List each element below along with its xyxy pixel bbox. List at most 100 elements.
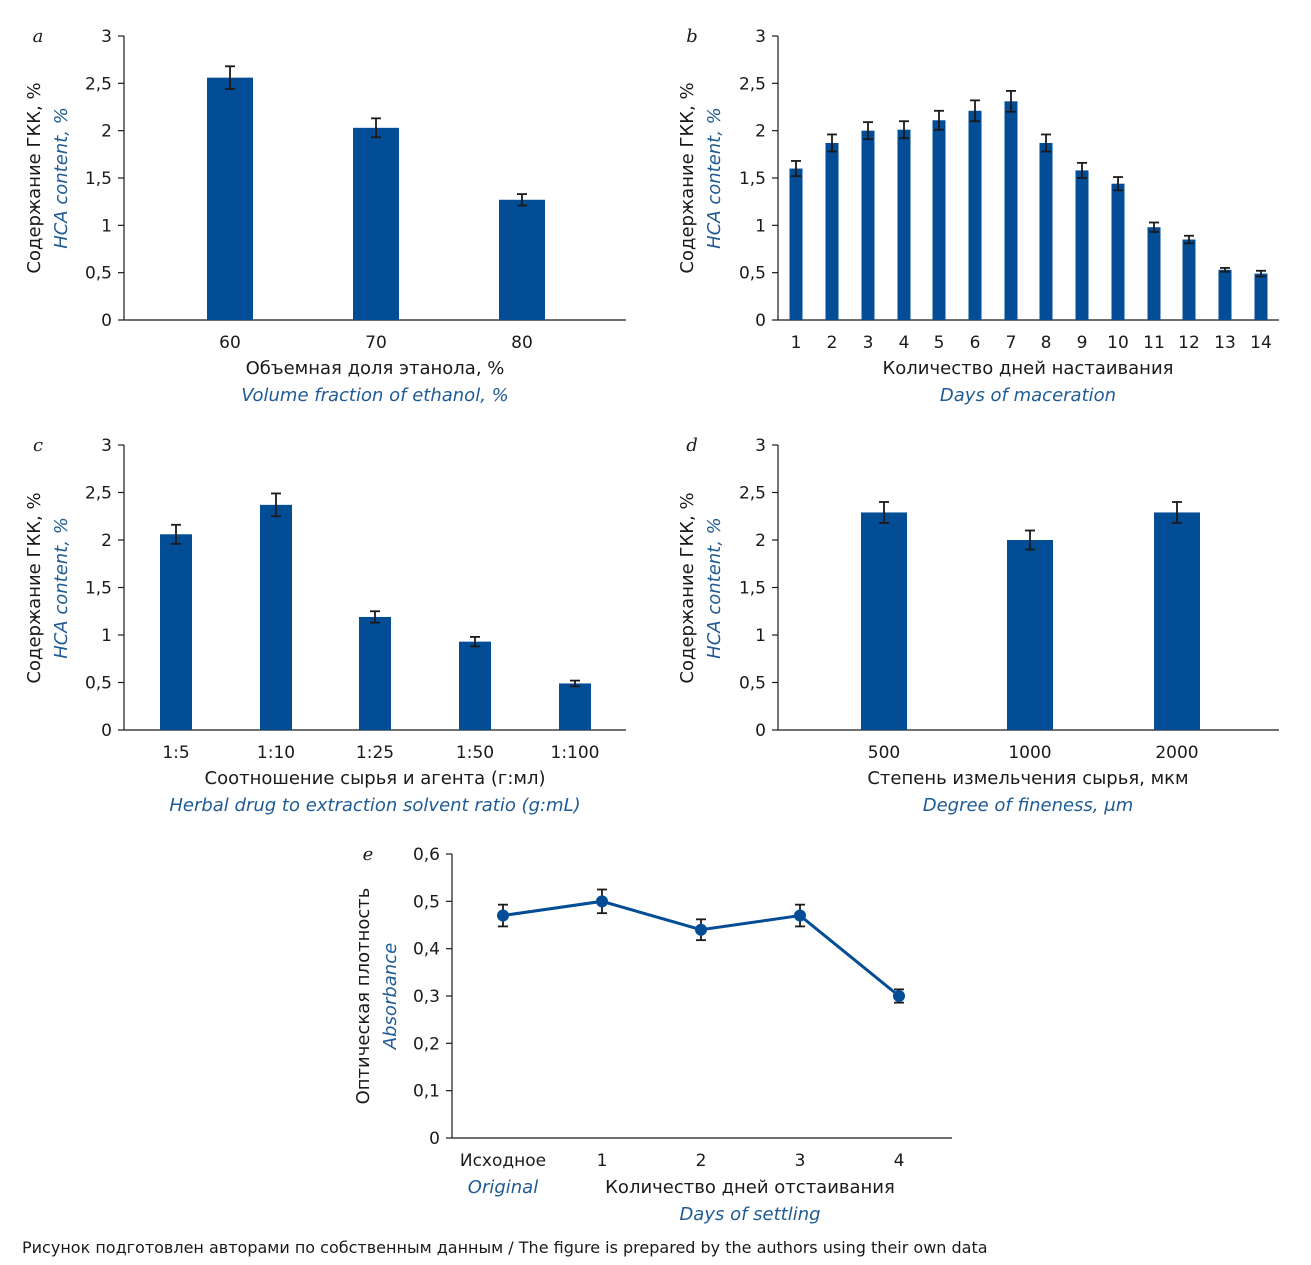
bar [260, 504, 292, 730]
y-tick-label: 1,5 [739, 579, 766, 599]
bar [1254, 273, 1268, 320]
bar [897, 129, 911, 320]
y-tick-label: 0,2 [413, 1034, 440, 1054]
y-tick-label: 1,5 [739, 169, 766, 189]
bar [359, 616, 391, 730]
chart-panel-c: c 0 0,5 1 1,5 2 2,5 3 1:5 1:10 1:25 1:50 1:100Соотно… [24, 435, 626, 816]
x-tick-label: 12 [1178, 333, 1200, 353]
y-tick-label: 2 [101, 122, 112, 142]
bar [1218, 269, 1232, 320]
x-tick-label: 2 [696, 1151, 707, 1171]
y-tick-label: 0,1 [413, 1082, 440, 1102]
y-tick-label: 1,5 [85, 169, 112, 189]
y-tick-label: 0,5 [739, 674, 766, 694]
data-point [893, 990, 905, 1002]
x-axis-title-en: Herbal drug to extraction solvent ratio … [169, 795, 580, 816]
x-tick-label: 1:50 [456, 743, 494, 763]
y-tick-label: 0 [101, 721, 112, 741]
y-axis-title-en: HCA content, % [704, 107, 725, 249]
bar [968, 110, 982, 320]
y-tick-label: 1 [755, 626, 766, 646]
bar [789, 168, 803, 320]
x-tick-label: 2 [827, 333, 838, 353]
x-axis-title-en: Days of settling [679, 1204, 820, 1225]
x-tick-label: Исходное [460, 1151, 546, 1171]
y-tick-label: 3 [101, 27, 112, 47]
y-axis-title-en: HCA content, % [704, 517, 725, 659]
x-tick-label: 9 [1077, 333, 1088, 353]
data-point [695, 923, 707, 936]
x-tick-label-en: Original [468, 1177, 538, 1198]
x-tick-label: 2000 [1155, 743, 1198, 763]
panel-letter: e [363, 844, 374, 865]
y-tick-label: 0,4 [413, 940, 440, 960]
x-tick-label: 8 [1041, 333, 1052, 353]
y-axis-title: Содержание ГКК, % [677, 492, 698, 683]
panel-letter: b [686, 26, 698, 47]
bar [1182, 239, 1196, 320]
x-tick-label: 70 [365, 333, 387, 353]
y-tick-label: 0 [755, 311, 766, 331]
series-line [502, 899, 900, 998]
bar [1154, 512, 1200, 730]
x-axis-title-en: Days of maceration [940, 385, 1116, 406]
y-tick-label: 1 [101, 626, 112, 646]
bar [1007, 540, 1053, 730]
figure-footnote: Рисунок подготовлен авторами по собствен… [22, 1238, 988, 1257]
x-axis-title: Объемная доля этанола, % [246, 358, 505, 379]
y-tick-label: 2,5 [85, 484, 112, 504]
x-tick-label: 14 [1250, 333, 1272, 353]
y-tick-label: 2 [101, 531, 112, 551]
x-tick-label: 4 [899, 333, 910, 353]
y-axis-title: Содержание ГКК, % [24, 492, 45, 683]
y-tick-label: 0 [755, 721, 766, 741]
x-tick-label: 1 [791, 333, 802, 353]
y-tick-label: 0 [429, 1129, 440, 1149]
chart-panel-e: e 0 0,1 0,2 0,3 0,4 0,5 0,6 Исходное 1 2 3 4 Original… [353, 844, 952, 1225]
x-tick-label: 13 [1214, 333, 1236, 353]
y-tick-label: 3 [101, 436, 112, 456]
y-tick-label: 2,5 [739, 484, 766, 504]
y-tick-label: 1 [755, 216, 766, 236]
y-axis-title-en: HCA content, % [51, 517, 72, 659]
panel-letter: c [33, 435, 43, 456]
y-axis-title: Оптическая плотность [353, 888, 374, 1105]
bar [353, 127, 399, 321]
x-axis-title: Количество дней отстаивания [605, 1177, 895, 1198]
x-tick-label: 500 [868, 743, 900, 763]
bar [825, 142, 839, 320]
x-axis-title-en: Degree of fineness, μm [923, 795, 1133, 816]
y-tick-label: 0,5 [413, 892, 440, 912]
x-tick-label: 4 [894, 1151, 905, 1171]
x-tick-label: 1:25 [356, 743, 394, 763]
x-tick-label: 80 [511, 333, 533, 353]
y-axis-title: Содержание ГКК, % [24, 82, 45, 273]
data-point [596, 895, 608, 908]
y-axis-title-en: Absorbance [380, 943, 401, 1050]
chart-panel-b: b00,511,522,531 2 3 4 5 6 7 8 9 10 11 12 13 14Количес… [677, 26, 1279, 406]
bar [160, 534, 192, 730]
x-tick-label: 5 [934, 333, 945, 353]
chart-panel-d: d 0 0,5 1 1,5 2 2,5 3 500 1000 2000 Степень измельч… [677, 435, 1279, 816]
bar [932, 120, 946, 321]
bar [861, 512, 907, 730]
x-axis-title-en: Volume fraction of ethanol, % [241, 385, 509, 406]
data-point [794, 909, 806, 922]
data-point [497, 909, 509, 922]
x-axis-title: Соотношение сырья и агента (г:мл) [205, 768, 546, 789]
y-tick-label: 2,5 [739, 74, 766, 94]
x-tick-label: 1000 [1008, 743, 1051, 763]
y-tick-label: 0,5 [85, 674, 112, 694]
y-tick-label: 1,5 [85, 579, 112, 599]
bar [1039, 142, 1053, 320]
y-tick-label: 0,5 [739, 264, 766, 284]
y-tick-label: 3 [755, 27, 766, 47]
x-tick-label: 1 [597, 1151, 608, 1171]
x-tick-label: 60 [219, 333, 241, 353]
x-axis-title: Степень измельчения сырья, мкм [867, 768, 1188, 789]
chart-panel-a: a 0 0,5 1 1,5 2 2,5 3 60 70 80 Объемная доля этанол… [24, 26, 626, 406]
bar [1004, 101, 1018, 320]
bar [1111, 183, 1125, 320]
y-axis-title-en: HCA content, % [51, 107, 72, 249]
